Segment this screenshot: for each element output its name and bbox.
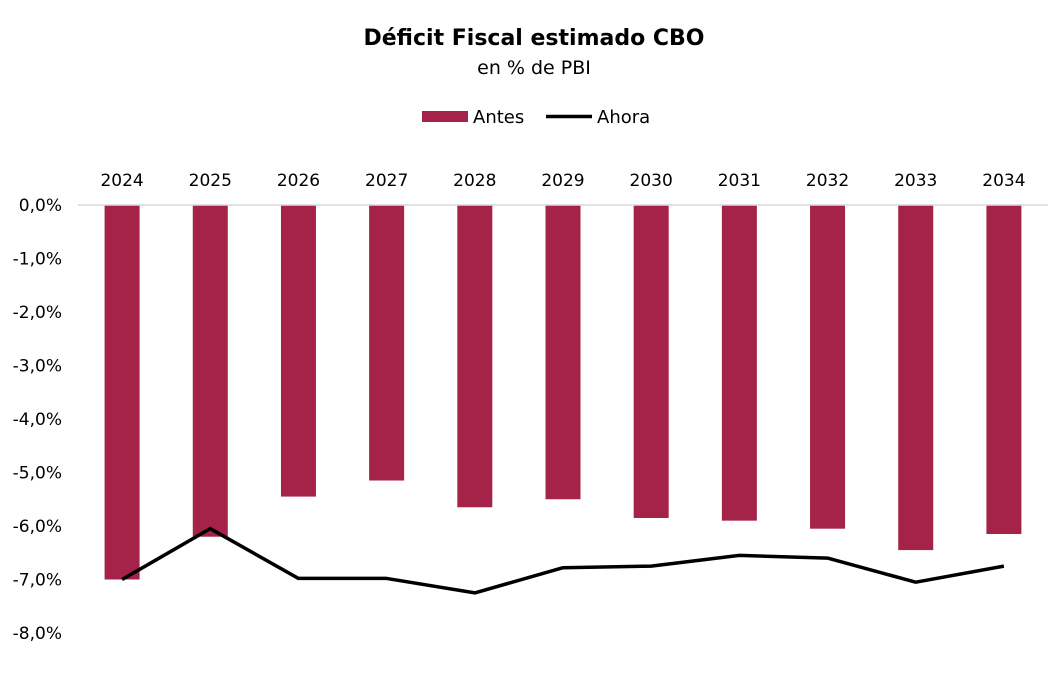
x-tick-label: 2025 [189, 171, 232, 191]
bar-antes-2029 [545, 205, 581, 500]
bar-series-antes [104, 205, 1022, 580]
bar-antes-2033 [898, 205, 934, 551]
x-tick-label: 2032 [806, 171, 849, 191]
chart-title: Déficit Fiscal estimado CBO [364, 26, 705, 51]
x-tick-label: 2026 [277, 171, 320, 191]
legend-label-antes: Antes [473, 107, 524, 128]
y-tick-label: -4,0% [13, 410, 62, 430]
legend-swatch-antes [422, 111, 468, 122]
legend: Antes Ahora [422, 107, 650, 128]
x-axis-tick-labels: 2024 2025 2026 2027 2028 2029 2030 2031 2032 2033… [100, 171, 1025, 191]
y-tick-label: -1,0% [13, 250, 62, 270]
legend-label-ahora: Ahora [597, 107, 650, 128]
x-tick-label: 2027 [365, 171, 408, 191]
bar-antes-2025 [192, 205, 228, 537]
x-tick-label: 2033 [894, 171, 937, 191]
x-tick-label: 2029 [541, 171, 584, 191]
bar-antes-2032 [810, 205, 846, 529]
y-tick-label: -2,0% [13, 303, 62, 323]
bar-antes-2031 [721, 205, 757, 521]
x-tick-label: 2030 [630, 171, 673, 191]
y-tick-label: -8,0% [13, 624, 62, 644]
chart-subtitle: en % de PBI [477, 57, 591, 79]
bar-antes-2034 [986, 205, 1022, 535]
x-tick-label: 2031 [718, 171, 761, 191]
y-tick-label: -7,0% [13, 571, 62, 591]
y-tick-label: 0,0% [19, 196, 62, 216]
y-tick-label: -5,0% [13, 464, 62, 484]
y-tick-label: -6,0% [13, 517, 62, 537]
bar-antes-2024 [104, 205, 140, 580]
bar-antes-2028 [457, 205, 493, 508]
bar-antes-2027 [369, 205, 405, 481]
x-tick-label: 2034 [982, 171, 1025, 191]
y-tick-label: -3,0% [13, 357, 62, 377]
line-series-ahora [121, 526, 1005, 595]
x-tick-label: 2024 [100, 171, 143, 191]
bar-antes-2030 [633, 205, 669, 518]
y-axis-tick-labels: 0,0% -1,0% -2,0% -3,0% -4,0% -5,0% -6,0% -7,0% -… [13, 196, 62, 644]
x-tick-label: 2028 [453, 171, 496, 191]
bar-antes-2026 [280, 205, 316, 497]
